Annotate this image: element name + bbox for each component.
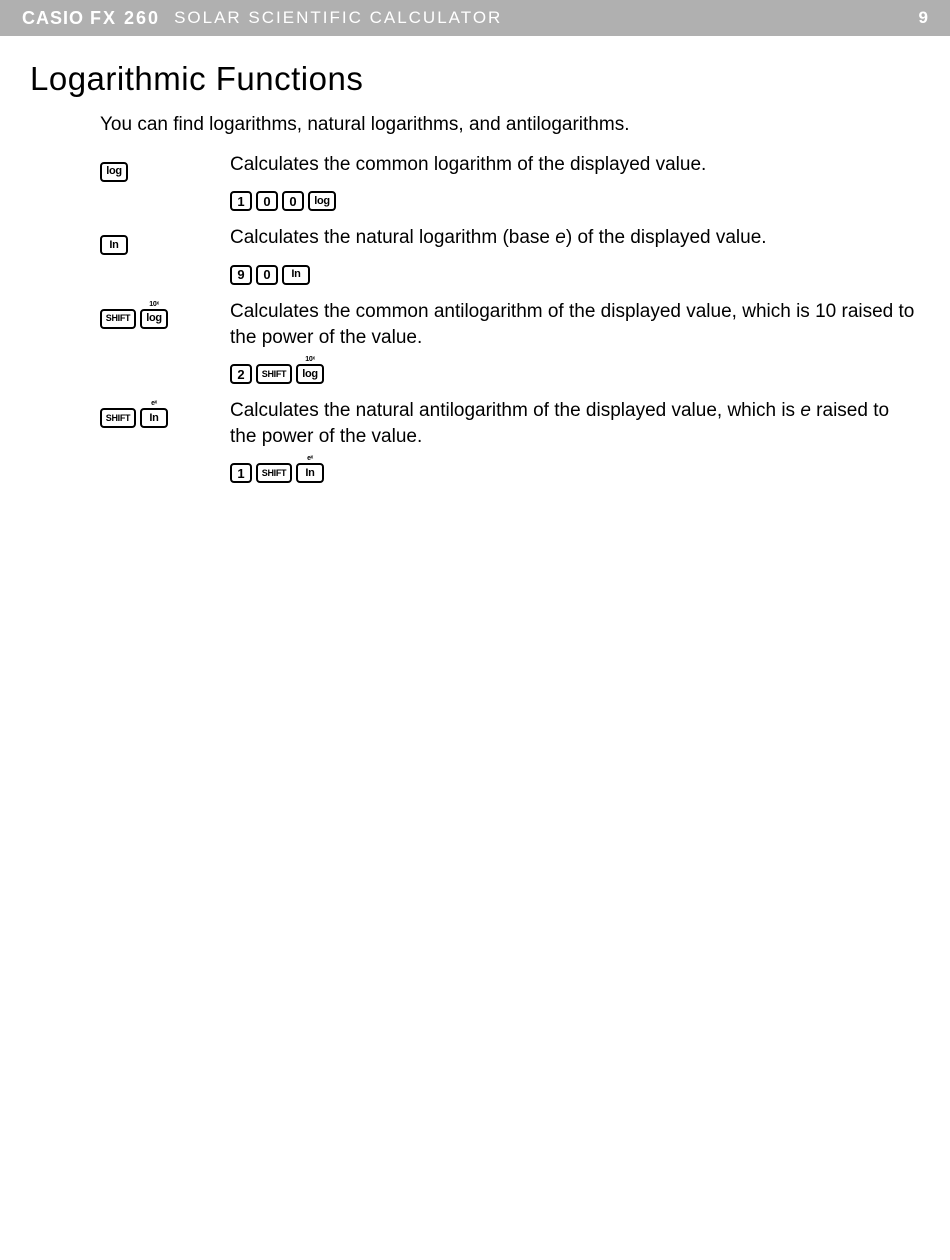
calc-key-wrap: In (100, 227, 128, 255)
function-key-column: log (100, 152, 230, 212)
calc-key: log (100, 162, 128, 182)
header-subtitle: SOLAR SCIENTIFIC CALCULATOR (174, 8, 502, 28)
function-key-column: SHIFT10ˣlog (100, 299, 230, 384)
key-super-label: eˣ (307, 455, 313, 462)
function-description: Calculates the natural logarithm (base e… (230, 225, 920, 251)
section-title: Logarithmic Functions (30, 60, 920, 98)
calc-key: 1 (230, 463, 252, 483)
function-key-column: In (100, 225, 230, 285)
key-sequence: SHIFT10ˣlog (100, 301, 230, 329)
calc-key-wrap: log (100, 154, 128, 182)
calc-key-wrap: SHIFT (256, 356, 292, 384)
calc-key: 2 (230, 364, 252, 384)
key-super-label: 10ˣ (305, 356, 314, 363)
calc-key-wrap: In (282, 257, 310, 285)
key-sequence: In (100, 227, 230, 255)
function-row: log Calculates the common logarithm of th… (30, 152, 920, 212)
calc-key-wrap: 10ˣlog (296, 356, 324, 384)
function-description: Calculates the natural antilogarithm of … (230, 398, 920, 449)
example-key-sequence: 2SHIFT10ˣlog (230, 356, 920, 384)
calc-key-wrap: 10ˣlog (140, 301, 168, 329)
function-description: Calculates the common antilogarithm of t… (230, 299, 920, 350)
calc-key: 0 (256, 265, 278, 285)
calc-key-wrap: SHIFT (100, 400, 136, 428)
function-key-column: SHIFTeˣIn (100, 398, 230, 483)
key-sequence: SHIFTeˣIn (100, 400, 230, 428)
calc-key: 0 (282, 191, 304, 211)
calc-key-wrap: 2 (230, 356, 252, 384)
calc-key-wrap: 0 (256, 257, 278, 285)
function-row: SHIFT10ˣlogCalculates the common antilog… (30, 299, 920, 384)
key-super-label: eˣ (151, 400, 157, 407)
calc-key: In (282, 265, 310, 285)
function-description-column: Calculates the common antilogarithm of t… (230, 299, 920, 384)
page-header-bar: CASIO FX 260 SOLAR SCIENTIFIC CALCULATOR… (0, 0, 950, 36)
function-description: Calculates the common logarithm of the d… (230, 152, 920, 178)
calc-key: SHIFT (256, 463, 292, 483)
calc-key: SHIFT (256, 364, 292, 384)
function-description-column: Calculates the natural antilogarithm of … (230, 398, 920, 483)
calc-key: log (296, 364, 324, 384)
page-number: 9 (919, 8, 928, 28)
calc-key-wrap: 0 (256, 183, 278, 211)
brand-label: CASIO (22, 8, 84, 29)
calc-key-wrap: eˣIn (296, 455, 324, 483)
example-key-sequence: 100log (230, 183, 920, 211)
calc-key: log (140, 309, 168, 329)
calc-key: 9 (230, 265, 252, 285)
calc-key-wrap: 9 (230, 257, 252, 285)
calc-key: In (296, 463, 324, 483)
key-sequence: log (100, 154, 230, 182)
section-intro: You can find logarithms, natural logarit… (30, 112, 920, 138)
calc-key: In (100, 235, 128, 255)
calc-key-wrap: 1 (230, 455, 252, 483)
calc-key-wrap: 0 (282, 183, 304, 211)
function-rows: log Calculates the common logarithm of th… (30, 152, 920, 484)
function-description-column: Calculates the common logarithm of the d… (230, 152, 920, 212)
calc-key: 1 (230, 191, 252, 211)
calc-key-wrap: SHIFT (256, 455, 292, 483)
calc-key-wrap: 1 (230, 183, 252, 211)
model-label: FX 260 (90, 8, 160, 29)
page-content: Logarithmic Functions You can find logar… (0, 36, 950, 483)
function-row: SHIFTeˣInCalculates the natural antiloga… (30, 398, 920, 483)
calc-key-wrap: log (308, 183, 336, 211)
calc-key: In (140, 408, 168, 428)
calc-key: SHIFT (100, 309, 136, 329)
calc-key-wrap: SHIFT (100, 301, 136, 329)
calc-key: log (308, 191, 336, 211)
example-key-sequence: 90In (230, 257, 920, 285)
function-description-column: Calculates the natural logarithm (base e… (230, 225, 920, 285)
calc-key: 0 (256, 191, 278, 211)
calc-key: SHIFT (100, 408, 136, 428)
calc-key-wrap: eˣIn (140, 400, 168, 428)
function-row: In Calculates the natural logarithm (base… (30, 225, 920, 285)
example-key-sequence: 1SHIFTeˣIn (230, 455, 920, 483)
manual-page: CASIO FX 260 SOLAR SCIENTIFIC CALCULATOR… (0, 0, 950, 1260)
key-super-label: 10ˣ (149, 301, 158, 308)
